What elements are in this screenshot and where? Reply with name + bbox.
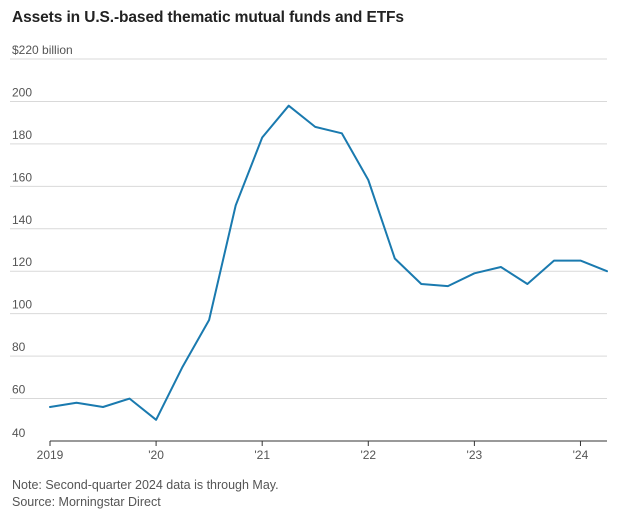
x-tick-label-2022: '22 <box>360 448 376 462</box>
x-axis: 2019 '20 '21 '22 '23 '24 <box>37 440 607 462</box>
chart-note: Note: Second-quarter 2024 data is throug… <box>12 478 279 492</box>
y-tick-label-120: 120 <box>12 255 32 269</box>
chart-source: Source: Morningstar Direct <box>12 495 161 509</box>
gridlines <box>10 58 607 400</box>
footnotes: Note: Second-quarter 2024 data is throug… <box>12 477 279 511</box>
y-tick-label-140: 140 <box>12 213 32 227</box>
line-chart: $220 billion 200 180 160 140 120 100 80 60 40 201… <box>10 43 608 462</box>
y-tick-label-160: 160 <box>12 170 32 184</box>
series-group <box>49 104 608 421</box>
chart-title: Assets in U.S.-based thematic mutual fun… <box>12 9 404 26</box>
y-tick-label-100: 100 <box>12 298 32 312</box>
y-tick-label-80: 80 <box>12 340 26 354</box>
series-line-0 <box>49 104 608 421</box>
y-tick-label-60: 60 <box>12 383 26 397</box>
x-tick-label-2020: '20 <box>148 448 164 462</box>
x-tick-label-2021: '21 <box>254 448 270 462</box>
x-tick-label-2024: '24 <box>573 448 589 462</box>
y-tick-label-220: $220 billion <box>12 43 73 57</box>
y-tick-label-40: 40 <box>12 426 26 440</box>
y-tick-label-200: 200 <box>12 85 32 99</box>
x-tick-label-2023: '23 <box>467 448 483 462</box>
y-axis-ticks: $220 billion 200 180 160 140 120 100 80 60 40 <box>12 43 73 440</box>
x-tick-label-2019: 2019 <box>37 448 64 462</box>
y-tick-label-180: 180 <box>12 128 32 142</box>
